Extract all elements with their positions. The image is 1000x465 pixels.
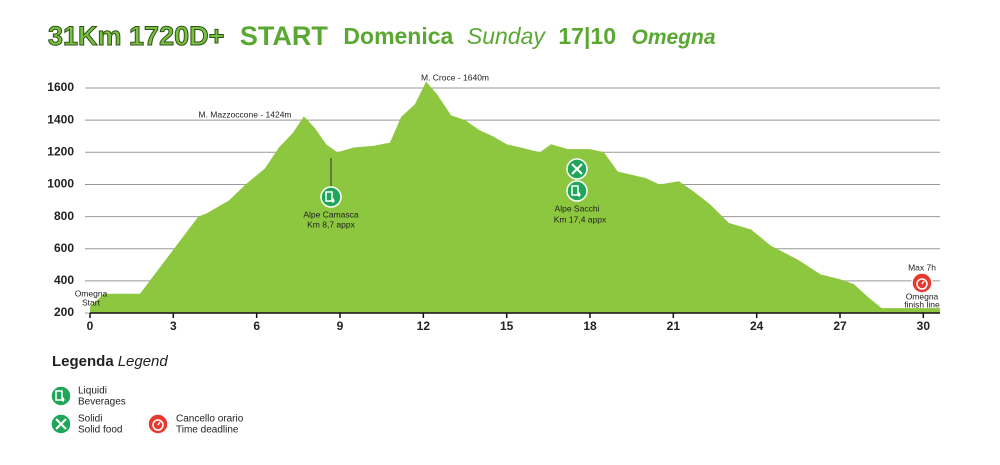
finish-label: Omegna: [906, 291, 939, 301]
legend-label: Beverages: [78, 397, 126, 408]
y-tick-label: 1600: [47, 80, 74, 94]
x-tick-label: 0: [87, 319, 94, 333]
x-tick-label: 6: [253, 319, 260, 333]
icon-drink: [320, 186, 342, 208]
y-tick-label: 600: [54, 241, 74, 255]
icon-glyph: [571, 163, 583, 175]
x-tick-label: 30: [917, 319, 931, 333]
chart-title: 31Km 1720D+ START Domenica Sunday 17|10 …: [48, 21, 716, 51]
y-tick-label: 800: [54, 209, 74, 223]
station-label: Alpe Sacchi: [555, 203, 600, 213]
elevation-area: [90, 81, 940, 313]
title-part: 17|10: [558, 23, 616, 49]
legend-title: Legenda Legend: [52, 353, 168, 370]
icon-glyph: [577, 192, 581, 197]
peak-label: M. Mazzoccone - 1424m: [198, 109, 291, 119]
legend-label: Solidi: [78, 414, 102, 425]
icon-glyph: [571, 185, 579, 196]
deadline-label: Max 7h: [908, 262, 936, 272]
y-tick-label: 200: [54, 305, 74, 319]
x-tick-label: 15: [500, 319, 514, 333]
y-tick-label: 1400: [47, 112, 74, 126]
x-tick-label: 3: [170, 319, 177, 333]
y-tick-label: 400: [54, 273, 74, 287]
y-tick-label: 1000: [47, 177, 74, 191]
legend-label: Solid food: [78, 425, 122, 436]
icon-glyph: [152, 419, 164, 431]
y-tick-label: 1200: [47, 144, 74, 158]
icon-glyph: [916, 278, 928, 290]
legend-label: Cancello orario: [176, 414, 244, 425]
icon-glyph: [55, 390, 63, 401]
legend-label: Liquidi: [78, 386, 107, 397]
start-label: Start: [82, 297, 101, 307]
icon-glyph: [61, 397, 65, 402]
x-tick-label: 12: [417, 319, 431, 333]
peak-label: M. Croce - 1640m: [421, 72, 489, 82]
start-label: Omegna: [75, 288, 108, 298]
title-part: Omegna: [632, 26, 716, 49]
title-part: Domenica: [343, 23, 453, 49]
station-label: Km 17,4 appx: [554, 214, 607, 224]
icon-glyph: [921, 280, 925, 285]
title-part: 31Km 1720D+: [48, 21, 224, 51]
title-part: Sunday: [467, 23, 547, 49]
station-label: Km 8,7 appx: [307, 219, 355, 229]
icon-glyph: [331, 198, 335, 203]
legend-label: Time deadline: [176, 425, 239, 436]
x-tick-label: 9: [337, 319, 344, 333]
x-tick-label: 27: [833, 319, 847, 333]
legend-title-part: Legend: [118, 353, 169, 370]
station-label: Alpe Camasca: [303, 209, 359, 219]
title-part: START: [240, 21, 328, 51]
icon-drink: [50, 385, 72, 407]
legend-title-part: Legenda: [52, 353, 114, 370]
x-tick-label: 18: [583, 319, 597, 333]
icon-glyph: [157, 421, 161, 426]
x-tick-label: 24: [750, 319, 764, 333]
finish-label: finish line: [904, 299, 940, 309]
icon-glyph: [55, 418, 67, 430]
icon-glyph: [325, 191, 333, 202]
icon-drink: [566, 180, 588, 202]
x-tick-label: 21: [667, 319, 681, 333]
